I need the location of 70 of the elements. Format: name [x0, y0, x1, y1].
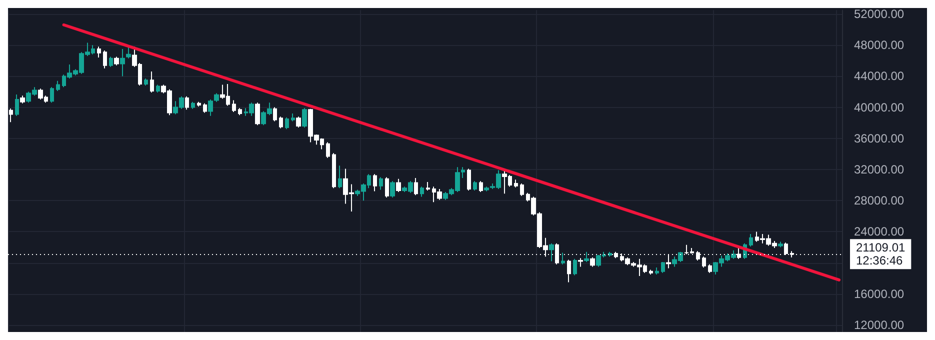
y-tick-label: 12000.00	[854, 318, 904, 332]
candlestick	[185, 96, 189, 110]
candlestick	[514, 179, 518, 188]
candlestick	[120, 48, 125, 77]
candlestick	[561, 252, 565, 265]
y-tick-label: 36000.00	[854, 131, 904, 146]
candlestick	[479, 180, 483, 193]
y-tick-label: 52000.00	[854, 7, 904, 21]
candlestick	[590, 256, 595, 268]
candlestick	[414, 178, 418, 196]
candlestick	[385, 176, 389, 198]
candlestick	[156, 84, 160, 94]
candlestick	[338, 165, 342, 189]
candlestick	[390, 180, 395, 198]
y-tick-label: 28000.00	[854, 194, 904, 208]
candlestick	[15, 94, 19, 116]
candlestick	[749, 234, 753, 247]
candlestick	[549, 242, 554, 262]
candlestick	[567, 259, 571, 283]
candlestick	[296, 116, 301, 128]
candlestick	[373, 174, 377, 192]
candlestick	[191, 101, 195, 110]
candlestick	[473, 180, 477, 191]
candlestick	[103, 50, 107, 69]
candlestick	[708, 264, 712, 274]
candlestick	[203, 102, 207, 114]
candlestick	[56, 80, 60, 92]
candlestick	[302, 108, 307, 128]
candlestick	[520, 182, 524, 196]
ref-line-label: 21109.01	[856, 240, 906, 255]
y-tick-label: 16000.00	[854, 286, 904, 301]
candlestick	[578, 258, 583, 268]
candlestick	[50, 86, 54, 104]
candlestick	[778, 241, 783, 248]
candlestick	[649, 269, 653, 275]
candlestick	[97, 46, 101, 58]
y-tick-label: 44000.00	[854, 69, 904, 84]
candlestick	[144, 78, 148, 86]
candlestick	[20, 95, 25, 104]
candlestick	[150, 71, 154, 94]
y-tick-label: 40000.00	[854, 100, 904, 114]
text: 12:36:46	[856, 254, 904, 268]
candlestick	[573, 258, 577, 276]
candlestick	[232, 100, 236, 112]
candlestick	[661, 262, 665, 274]
y-tick-label: 32000.00	[854, 162, 904, 176]
candlestick	[426, 181, 430, 191]
candlestick	[109, 56, 113, 68]
candlestick	[584, 251, 589, 263]
candlestick	[279, 116, 283, 129]
candlestick	[608, 251, 612, 258]
candlestick	[655, 266, 659, 275]
candlestick	[291, 113, 295, 122]
y-tick-label: 48000.00	[854, 38, 904, 52]
candlestick	[326, 142, 330, 158]
candlestick	[396, 178, 401, 193]
candlestick	[197, 101, 201, 108]
candlestick	[379, 176, 383, 190]
y-tick-label: 24000.00	[854, 224, 904, 239]
candlestick	[420, 186, 424, 198]
candlestick	[332, 152, 336, 189]
candlestick	[255, 102, 260, 126]
candlestick	[238, 108, 242, 116]
candlestick	[702, 256, 706, 268]
candlestick	[285, 116, 289, 130]
candlestick	[126, 46, 131, 59]
candlestick	[273, 106, 277, 122]
candlestick	[9, 108, 13, 123]
candlestick	[114, 56, 119, 66]
candlestick	[467, 168, 471, 191]
